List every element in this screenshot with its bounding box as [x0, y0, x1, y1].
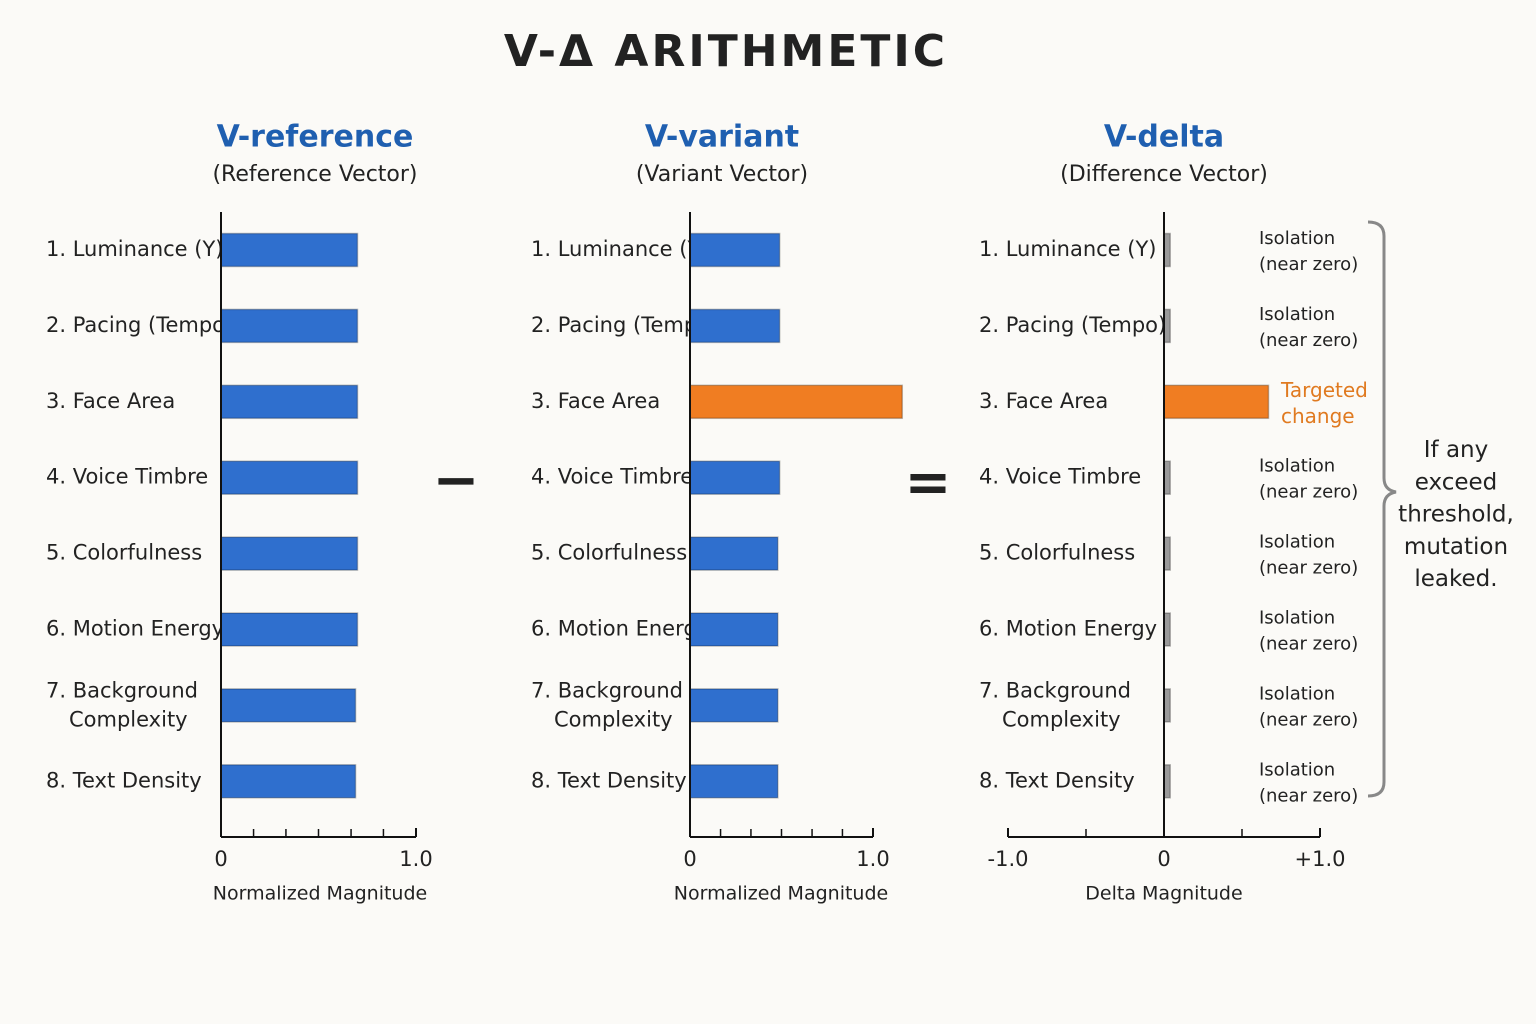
- category-label: 1. Luminance (Y): [531, 237, 709, 261]
- category-label: 3. Face Area: [46, 389, 175, 413]
- category-label: 4. Voice Timbre: [531, 465, 693, 489]
- category-label: 5. Colorfulness: [979, 541, 1135, 565]
- category-label: 4. Voice Timbre: [46, 465, 208, 489]
- category-label: 3. Face Area: [531, 389, 660, 413]
- x-tick-label: 0: [1157, 847, 1170, 871]
- operator: =: [905, 450, 952, 515]
- x-tick-label: 1.0: [399, 847, 432, 871]
- x-tick-label: -1.0: [988, 847, 1029, 871]
- bar: [220, 308, 359, 344]
- bar: [220, 232, 359, 268]
- category-label: 2. Pacing (Tempo): [46, 313, 233, 337]
- bar: [689, 232, 781, 268]
- bar-annotation: Isolation (near zero): [1259, 304, 1358, 351]
- bar: [689, 384, 904, 420]
- chart-title: V-variant: [645, 120, 799, 155]
- category-label: 1. Luminance (Y): [46, 237, 224, 261]
- category-label: 6. Motion Energy: [531, 617, 709, 641]
- bar: [220, 612, 359, 647]
- bar-annotation: Isolation (near zero): [1259, 532, 1358, 579]
- note: If any exceed threshold, mutation leaked.: [1398, 437, 1514, 592]
- bar-annotation: Isolation (near zero): [1259, 683, 1358, 730]
- chart-subtitle: (Variant Vector): [636, 162, 808, 187]
- category-label: 6. Motion Energy: [46, 617, 224, 641]
- bar: [689, 612, 779, 647]
- x-tick-label: +1.0: [1295, 847, 1346, 871]
- chart-title: V-delta: [1104, 120, 1224, 155]
- bar: [689, 460, 781, 495]
- category-label: 2. Pacing (Tempo): [979, 313, 1166, 337]
- category-label: 2. Pacing (Tempo): [531, 313, 718, 337]
- page-title: V-Δ ARITHMETIC: [504, 26, 948, 77]
- category-label: 6. Motion Energy: [979, 617, 1157, 641]
- bar-annotation: Targeted change: [1280, 377, 1368, 427]
- bar: [689, 536, 779, 571]
- bar-annotation: Isolation (near zero): [1259, 456, 1358, 503]
- bar: [1163, 384, 1270, 420]
- bracket: [1367, 220, 1397, 798]
- operator: −: [433, 448, 480, 513]
- x-axis-label: Normalized Magnitude: [213, 883, 427, 905]
- category-label: 5. Colorfulness: [531, 541, 687, 565]
- x-tick-label: 1.0: [856, 847, 889, 871]
- x-tick-label: 0: [214, 847, 227, 871]
- category-label: 5. Colorfulness: [46, 541, 202, 565]
- category-label: 7. Background Complexity: [531, 678, 683, 731]
- chart-title: V-reference: [217, 120, 414, 155]
- bar-annotation: Isolation (near zero): [1259, 759, 1358, 806]
- x-tick-label: 0: [683, 847, 696, 871]
- bar: [220, 460, 359, 495]
- bar-annotation: Isolation (near zero): [1259, 228, 1358, 275]
- bar: [689, 308, 781, 344]
- category-label: 8. Text Density: [46, 768, 202, 792]
- bar: [220, 384, 359, 420]
- x-axis-label: Normalized Magnitude: [674, 883, 888, 905]
- category-label: 8. Text Density: [531, 768, 687, 792]
- bar: [689, 764, 779, 799]
- category-label: 8. Text Density: [979, 768, 1135, 792]
- chart-subtitle: (Difference Vector): [1060, 162, 1268, 187]
- bar: [220, 764, 357, 799]
- category-label: 4. Voice Timbre: [979, 465, 1141, 489]
- category-label: 7. Background Complexity: [46, 678, 198, 731]
- category-label: 3. Face Area: [979, 389, 1108, 413]
- bar-annotation: Isolation (near zero): [1259, 608, 1358, 655]
- x-axis-label: Delta Magnitude: [1085, 883, 1242, 905]
- chart-subtitle: (Reference Vector): [212, 162, 417, 187]
- category-label: 7. Background Complexity: [979, 678, 1131, 731]
- bar: [220, 536, 359, 571]
- category-label: 1. Luminance (Y): [979, 237, 1157, 261]
- bar: [220, 688, 357, 723]
- bar: [689, 688, 779, 723]
